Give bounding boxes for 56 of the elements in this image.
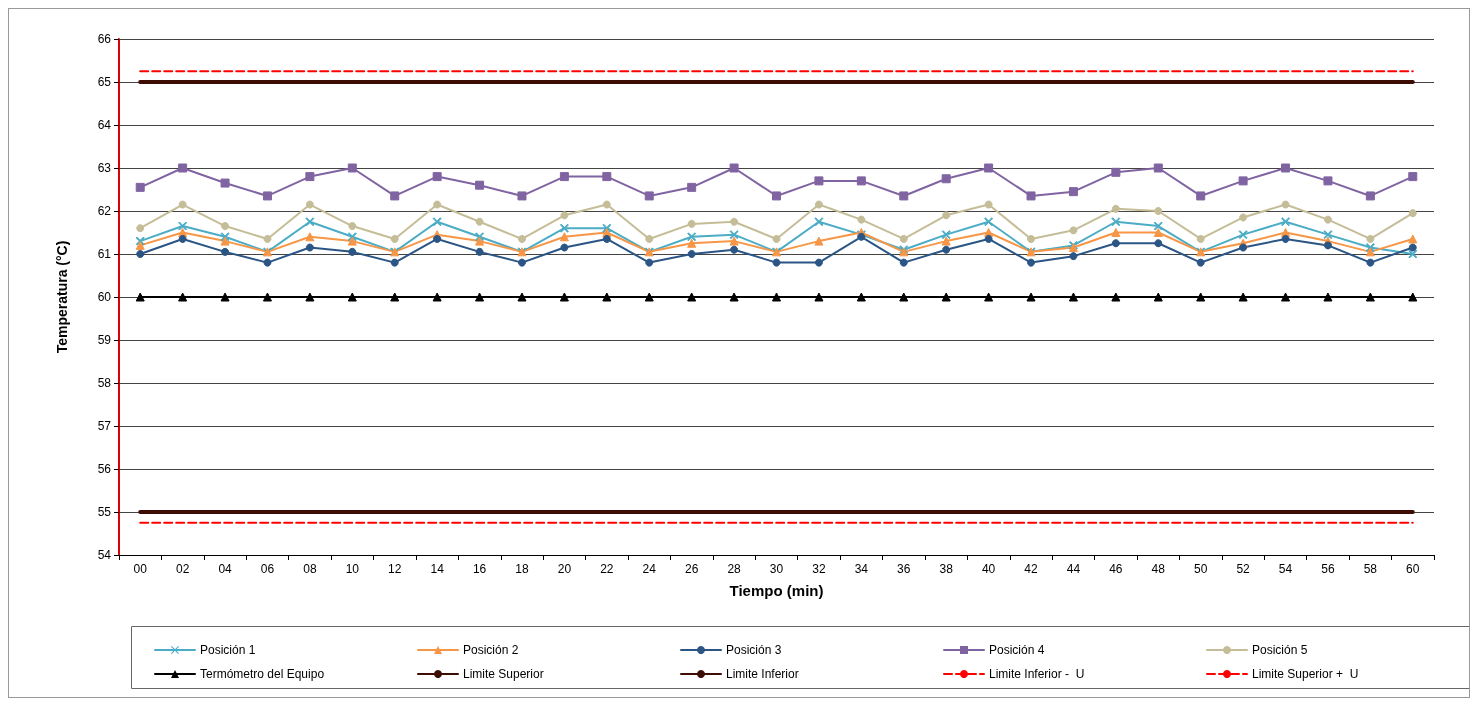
legend-label: Limite Superior + U [1252, 667, 1359, 681]
x-tick-label: 36 [897, 562, 911, 576]
x-tick-label: 54 [1278, 562, 1293, 576]
x-tick-label: 34 [854, 562, 869, 576]
x-tick-label: 50 [1194, 562, 1208, 576]
legend-label: Limite Superior [463, 667, 544, 681]
y-tick-label: 66 [97, 32, 112, 46]
y-tick-label: 59 [97, 333, 112, 347]
y-tick-label: 55 [97, 505, 112, 519]
x-tick-label: 26 [684, 562, 699, 576]
x-tick-label: 28 [727, 562, 742, 576]
x-tick-label: 60 [1406, 562, 1420, 576]
legend-label: Limite Inferior - U [989, 667, 1085, 681]
x-tick-label: 10 [345, 562, 360, 576]
y-tick-label: 54 [97, 548, 112, 562]
y-tick-label: 63 [97, 161, 112, 175]
x-tick-label: 44 [1066, 562, 1081, 576]
x-axis-title: Tiempo (min) [729, 582, 824, 599]
y-tick-label: 64 [97, 118, 112, 132]
legend-label: Posición 5 [1252, 643, 1308, 657]
y-tick-label: 61 [97, 247, 112, 261]
x-tick-label: 32 [812, 562, 826, 576]
x-tick-label: 30 [769, 562, 784, 576]
x-tick-label: 00 [133, 562, 148, 576]
legend-label: Limite Inferior [726, 667, 799, 681]
x-tick-label: 52 [1236, 562, 1251, 576]
x-tick-label: 12 [388, 562, 402, 576]
y-tick-label: 58 [97, 376, 112, 390]
x-tick-label: 20 [557, 562, 572, 576]
x-tick-label: 38 [939, 562, 954, 576]
y-tick-label: 60 [97, 290, 112, 304]
legend-label: Posición 2 [463, 643, 519, 657]
x-tick-label: 06 [260, 562, 275, 576]
y-tick-label: 65 [97, 75, 112, 89]
x-tick-label: 04 [218, 562, 233, 576]
legend-label: Termómetro del Equipo [200, 667, 325, 681]
x-tick-label: 58 [1363, 562, 1378, 576]
x-tick-label: 56 [1321, 562, 1335, 576]
x-tick-label: 16 [472, 562, 487, 576]
legend-label: Posición 3 [726, 643, 782, 657]
y-tick-label: 57 [97, 419, 112, 433]
y-tick-label: 56 [97, 462, 112, 476]
x-tick-label: 24 [642, 562, 657, 576]
legend-label: Posición 4 [989, 643, 1045, 657]
x-tick-label: 42 [1024, 562, 1039, 576]
legend-label: Posición 1 [200, 643, 256, 657]
x-tick-label: 48 [1151, 562, 1166, 576]
y-axis-title: Temperatura (°C) [54, 240, 70, 354]
x-tick-label: 22 [600, 562, 614, 576]
x-tick-label: 46 [1109, 562, 1123, 576]
x-tick-label: 02 [175, 562, 190, 576]
x-tick-label: 18 [515, 562, 529, 576]
x-tick-label: 08 [303, 562, 317, 576]
x-tick-label: 40 [981, 562, 996, 576]
x-tick-label: 14 [430, 562, 445, 576]
y-tick-label: 62 [97, 204, 112, 218]
